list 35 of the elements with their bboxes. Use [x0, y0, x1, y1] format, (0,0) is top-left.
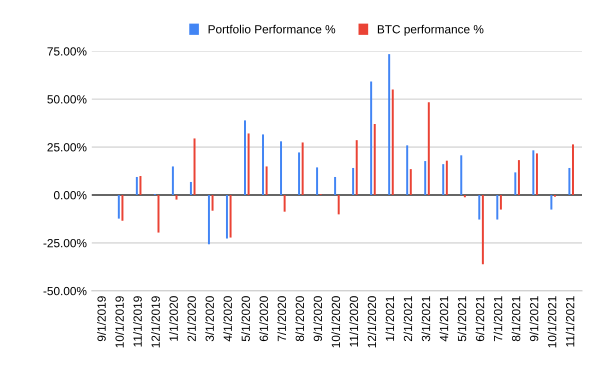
y-tick-label: -50.00%	[43, 286, 87, 296]
x-tick-label: 10/1/2020	[331, 296, 340, 348]
x-tick-label: 4/1/2021	[440, 296, 448, 342]
x-tick-label: 7/1/2020	[277, 296, 286, 342]
x-tick-label: 9/1/2021	[530, 296, 538, 342]
x-tick-label: 3/1/2021	[422, 296, 430, 342]
x-tick-label: 2/1/2021	[403, 296, 412, 342]
y-tick-label: 25.00%	[47, 143, 87, 152]
x-tick-label: 4/1/2020	[223, 296, 232, 342]
x-tick-label: 11/1/2021	[566, 296, 574, 346]
x-tick-label: 3/1/2020	[205, 296, 214, 342]
x-tick-label: 9/1/2020	[313, 296, 322, 342]
x-tick-label: 1/1/2020	[169, 296, 178, 341]
x-tick-label: 8/1/2020	[295, 296, 304, 342]
y-tick-label: 0.00%	[54, 191, 87, 200]
x-tick-label: 12/1/2020	[367, 296, 376, 348]
legend-label: BTC performance %	[378, 24, 484, 36]
x-tick-label: 7/1/2021	[494, 296, 502, 342]
y-tick-label: 75.00%	[48, 47, 87, 56]
y-tick-label: 50.00%	[47, 95, 87, 104]
x-tick-label: 6/1/2021	[476, 296, 484, 342]
x-tick-label: 6/1/2020	[259, 296, 268, 342]
x-tick-label: 11/1/2019	[133, 296, 142, 346]
x-tick-label: 12/1/2019	[151, 296, 160, 348]
x-tick-label: 11/1/2020	[349, 296, 358, 346]
x-tick-label: 5/1/2020	[241, 296, 250, 342]
y-tick-label: -25.00%	[43, 238, 87, 248]
x-tick-label: 5/1/2021	[458, 296, 466, 342]
x-tick-label: 9/1/2019	[97, 296, 106, 342]
x-tick-label: 2/1/2020	[187, 296, 196, 342]
x-tick-label: 10/1/2019	[115, 296, 124, 348]
legend-label: Portfolio Performance %	[208, 24, 336, 34]
x-tick-label: 1/1/2021	[385, 296, 394, 341]
x-tick-label: 10/1/2021	[548, 296, 556, 348]
x-tick-label: 8/1/2021	[512, 296, 520, 342]
